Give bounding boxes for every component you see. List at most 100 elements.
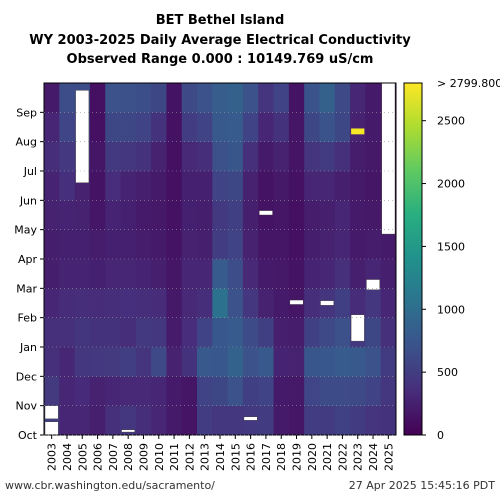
x-tick-label-2024: 2024 xyxy=(367,443,380,471)
heatmap-cell-2019-May xyxy=(288,200,305,231)
heatmap-cell-2010-May xyxy=(151,200,167,231)
heatmap-cell-2015-May xyxy=(227,200,244,231)
x-tick-label-2020: 2020 xyxy=(306,443,319,471)
heatmap-cell-2007-Apr xyxy=(105,229,121,260)
heatmap-cell-2011-May xyxy=(166,200,183,231)
heatmap-cell-2023-May xyxy=(350,200,366,231)
heatmap-cell-2007-Dec xyxy=(105,347,121,377)
heatmap-cell-2022-Oct xyxy=(334,405,351,436)
heatmap-cell-2022-Jan xyxy=(334,317,351,348)
heatmap-cell-2022-Nov xyxy=(334,376,351,407)
x-tick-label-2018: 2018 xyxy=(275,443,288,471)
x-tick-label-2012: 2012 xyxy=(183,443,196,471)
footer-url: www.cbr.washington.edu/sacramento/ xyxy=(5,479,215,492)
heatmap-cell-2008-Jan xyxy=(120,317,137,348)
heatmap-cell-2008-Jul xyxy=(120,141,137,172)
x-axis: 2003 2004 2005 2006 2007 2008 2009 2010 2011 2012… xyxy=(46,435,395,471)
gap-2003-0 xyxy=(44,421,59,436)
x-tick-label-2022: 2022 xyxy=(336,443,349,471)
heatmap-cell-2013-Jun xyxy=(197,171,213,201)
heatmap-cell-2022-Feb xyxy=(334,288,351,319)
heatmap-cell-2017-Feb xyxy=(258,288,274,319)
heatmap-cell-2013-Oct xyxy=(197,405,213,436)
heatmap-cell-2007-Jun xyxy=(105,171,121,201)
heatmap-cell-2012-Dec xyxy=(181,347,198,377)
heatmap-cell-2015-Jan xyxy=(227,317,244,348)
heatmap-cell-2025-Dec xyxy=(380,347,397,377)
heatmap-cell-2021-Apr xyxy=(319,229,336,260)
heatmap-cell-2024-Jul xyxy=(365,141,382,172)
x-tick-label-2025: 2025 xyxy=(382,443,395,471)
heatmap-cell-2016-Mar xyxy=(242,259,259,289)
heatmap-cell-2023-Oct xyxy=(350,405,366,436)
heatmap-cell-2010-Jul xyxy=(151,141,167,172)
heatmap-cell-2011-Feb xyxy=(166,288,183,319)
heatmap-cell-2025-Nov xyxy=(380,376,397,407)
heatmap-cell-2023-Sep xyxy=(350,83,366,113)
heatmap-cell-2005-Jan xyxy=(74,317,91,348)
heatmap-cell-2020-Sep xyxy=(304,83,320,113)
heatmap-cell-2003-Sep xyxy=(44,83,60,113)
heatmap-cell-2008-Nov xyxy=(120,376,137,407)
heatmap-cell-2015-Dec xyxy=(227,347,244,377)
heatmap-cell-2024-Jun xyxy=(365,171,382,201)
heatmap-cell-2014-Sep xyxy=(212,83,229,113)
heatmap-cell-2013-Nov xyxy=(197,376,213,407)
heatmap-cell-2013-Apr xyxy=(197,229,213,260)
x-tick-label-2015: 2015 xyxy=(229,443,242,471)
heatmap-cell-2006-Aug xyxy=(89,112,106,143)
heatmap-cell-2014-Apr xyxy=(212,229,229,260)
heatmap-cell-2010-Mar xyxy=(151,259,167,289)
x-tick-label-2010: 2010 xyxy=(153,443,166,471)
heatmap-cell-2020-Mar xyxy=(304,259,320,289)
heatmap-cell-2004-Sep xyxy=(59,83,76,113)
colorbar-tick-label-2500: 2500 xyxy=(437,115,465,128)
heatmap-cell-2021-Jul xyxy=(319,141,336,172)
x-tick-label-2017: 2017 xyxy=(260,443,273,471)
heatmap-cell-2021-May xyxy=(319,200,336,231)
colorbar-tick-label-0: 0 xyxy=(437,429,444,442)
heatmap-cell-2014-Oct xyxy=(212,405,229,436)
heatmap-cell-2020-Nov xyxy=(304,376,320,407)
heatmap-cell-2022-Apr xyxy=(334,229,351,260)
gap-2025-11 xyxy=(381,82,396,235)
heatmap-cell-2024-Apr xyxy=(365,229,382,260)
heatmap-cell-2004-Jul xyxy=(59,141,76,172)
heatmap-cell-2004-Nov xyxy=(59,376,76,407)
heatmap-cell-2015-Nov xyxy=(227,376,244,407)
x-tick-label-2008: 2008 xyxy=(122,443,135,471)
y-tick-label-Apr: Apr xyxy=(18,253,38,266)
heatmap-cell-2016-Nov xyxy=(242,376,259,407)
heatmap-cell-2003-Jun xyxy=(44,171,60,201)
heatmap-cell-2006-Jan xyxy=(89,317,106,348)
heatmap-cell-2007-Mar xyxy=(105,259,121,289)
x-tick-label-2013: 2013 xyxy=(199,443,212,471)
heatmap-cell-2019-Jun xyxy=(288,171,305,201)
heatmap-cell-2017-Oct xyxy=(258,405,274,436)
heatmap-cell-2019-Aug xyxy=(288,112,305,143)
heatmap-cell-2008-May xyxy=(120,200,137,231)
gap-2005-2 xyxy=(75,90,90,183)
heatmap-cell-2016-Jun xyxy=(242,171,259,201)
heatmap-cell-2012-May xyxy=(181,200,198,231)
heatmap-cell-2018-Aug xyxy=(273,112,290,143)
heatmap-cell-2003-Jan xyxy=(44,317,60,348)
heatmap-cell-2009-Oct xyxy=(135,405,152,436)
heatmap-cell-2007-May xyxy=(105,200,121,231)
heatmap-cell-2019-Oct xyxy=(288,405,305,436)
heatmap-cell-2023-Aug xyxy=(350,112,366,143)
heatmap-cell-2017-Jun xyxy=(258,171,274,201)
heatmap-overlays xyxy=(44,82,396,436)
heatmap-cell-2018-Jun xyxy=(273,171,290,201)
gap-2003-1 xyxy=(44,405,59,420)
heatmap-cell-2013-Dec xyxy=(197,347,213,377)
heatmap-cell-2004-Mar xyxy=(59,259,76,289)
heatmap-cell-2012-Jun xyxy=(181,171,198,201)
heatmap-cell-2011-Nov xyxy=(166,376,183,407)
y-tick-label-Sep: Sep xyxy=(16,106,37,119)
heatmap-cell-2011-Oct xyxy=(166,405,183,436)
heatmap-cell-2020-Jul xyxy=(304,141,320,172)
heatmap-cell-2006-Nov xyxy=(89,376,106,407)
x-tick-label-2011: 2011 xyxy=(168,443,181,471)
y-tick-label-Feb: Feb xyxy=(18,312,37,325)
